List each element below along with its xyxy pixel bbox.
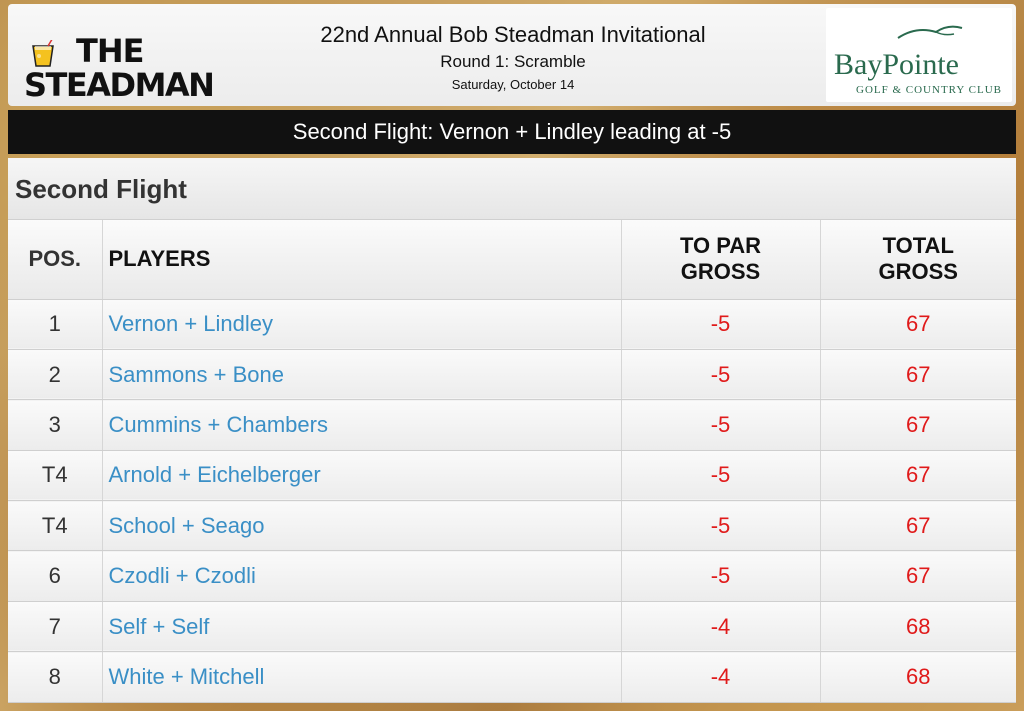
row-pos: 7 <box>8 601 103 653</box>
leaderboard-table: POS. PLAYERS TO PAR GROSS TOTAL GROSS 1 … <box>8 220 1016 703</box>
col-header-total-line2: GROSS <box>878 259 958 285</box>
table-row: 3 Cummins + Chambers -5 67 <box>8 399 1016 451</box>
col-header-pos: POS. <box>8 220 103 300</box>
row-total: 67 <box>820 299 1016 350</box>
event-date: Saturday, October 14 <box>451 77 575 92</box>
row-to-par: -5 <box>621 550 821 602</box>
table-row: 6 Czodli + Czodli -5 67 <box>8 550 1016 602</box>
row-total: 67 <box>820 349 1016 401</box>
row-players-link[interactable]: Czodli + Czodli <box>102 550 622 602</box>
steadman-logo: THE STEADMAN <box>22 24 215 104</box>
row-total: 67 <box>820 399 1016 451</box>
row-pos: 8 <box>8 651 103 703</box>
row-total: 68 <box>820 651 1016 703</box>
logo-line1: THE <box>76 32 144 70</box>
logo-line2: STEADMAN <box>24 66 215 104</box>
leaderboard-panel: Second Flight POS. PLAYERS TO PAR GROSS … <box>8 158 1016 703</box>
table-header-row: POS. PLAYERS TO PAR GROSS TOTAL GROSS <box>8 220 1016 300</box>
col-header-total: TOTAL GROSS <box>820 220 1016 300</box>
table-row: 1 Vernon + Lindley -5 67 <box>8 299 1016 350</box>
row-total: 68 <box>820 601 1016 653</box>
row-total: 67 <box>820 450 1016 502</box>
row-players-link[interactable]: Vernon + Lindley <box>102 299 622 350</box>
row-pos: T4 <box>8 500 103 552</box>
col-header-total-line1: TOTAL <box>882 233 954 259</box>
row-pos: 1 <box>8 299 103 350</box>
baypointe-tagline: GOLF & COUNTRY CLUB <box>856 84 1003 96</box>
row-players-link[interactable]: School + Seago <box>102 500 622 552</box>
row-players-link[interactable]: Cummins + Chambers <box>102 399 622 451</box>
row-players-link[interactable]: Arnold + Eichelberger <box>102 450 622 502</box>
row-pos: 6 <box>8 550 103 602</box>
row-to-par: -4 <box>621 651 821 703</box>
row-total: 67 <box>820 500 1016 552</box>
row-players-link[interactable]: White + Mitchell <box>102 651 622 703</box>
row-to-par: -5 <box>621 349 821 401</box>
baypointe-name: BayPointe <box>834 48 959 81</box>
table-row: 7 Self + Self -4 68 <box>8 601 1016 653</box>
round-subtitle: Round 1: Scramble <box>440 52 586 71</box>
bird-icon <box>897 25 963 39</box>
baypointe-logo: BayPointe GOLF & COUNTRY CLUB <box>826 8 1012 102</box>
event-title-block: 22nd Annual Bob Steadman Invitational Ro… <box>208 22 818 92</box>
leader-banner: Second Flight: Vernon + Lindley leading … <box>8 110 1016 154</box>
row-pos: T4 <box>8 450 103 502</box>
row-players-link[interactable]: Self + Self <box>102 601 622 653</box>
col-header-to-par: TO PAR GROSS <box>621 220 821 300</box>
row-pos: 2 <box>8 349 103 401</box>
row-players-link[interactable]: Sammons + Bone <box>102 349 622 401</box>
table-row: 8 White + Mitchell -4 68 <box>8 651 1016 703</box>
cocktail-glass-icon <box>32 40 54 67</box>
row-total: 67 <box>820 550 1016 602</box>
row-to-par: -5 <box>621 450 821 502</box>
event-title: 22nd Annual Bob Steadman Invitational <box>320 22 706 47</box>
table-row: 2 Sammons + Bone -5 67 <box>8 349 1016 401</box>
table-row: T4 School + Seago -5 67 <box>8 500 1016 552</box>
row-to-par: -4 <box>621 601 821 653</box>
col-header-players: PLAYERS <box>102 220 622 300</box>
flight-title: Second Flight <box>8 158 1016 220</box>
row-to-par: -5 <box>621 299 821 350</box>
row-to-par: -5 <box>621 399 821 451</box>
header: THE STEADMAN 22nd Annual Bob Steadman In… <box>8 4 1016 106</box>
col-header-to-par-line1: TO PAR <box>679 233 762 259</box>
row-to-par: -5 <box>621 500 821 552</box>
table-row: T4 Arnold + Eichelberger -5 67 <box>8 450 1016 502</box>
col-header-to-par-line2: GROSS <box>680 259 761 285</box>
row-pos: 3 <box>8 399 103 451</box>
